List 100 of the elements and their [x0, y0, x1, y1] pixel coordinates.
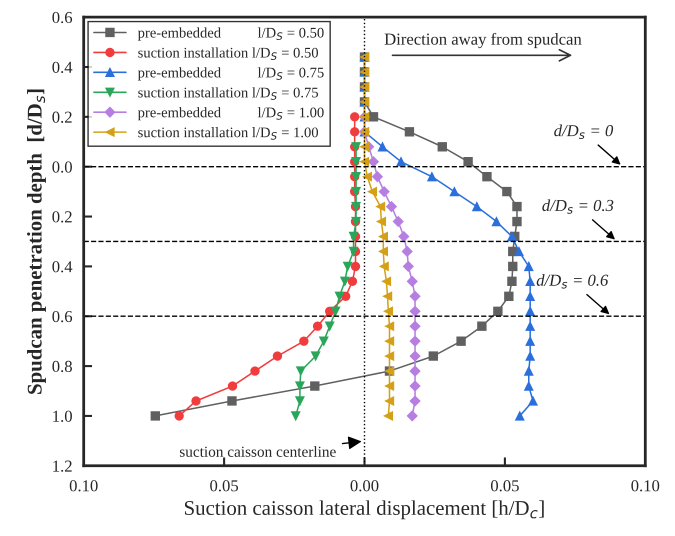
y-tick-label: 0.2 — [52, 112, 72, 123]
point — [228, 381, 238, 391]
point — [384, 306, 394, 316]
point — [340, 276, 350, 286]
point — [291, 411, 300, 421]
point — [368, 112, 378, 122]
point — [384, 351, 394, 361]
point — [350, 112, 360, 122]
point — [508, 262, 518, 272]
point — [410, 336, 420, 347]
point — [250, 366, 260, 376]
point — [227, 396, 237, 406]
point — [348, 276, 358, 286]
x-tick-label: 0.10 — [631, 480, 660, 492]
point — [525, 292, 535, 301]
point — [463, 157, 473, 166]
point — [493, 306, 503, 316]
point — [310, 351, 320, 361]
point — [504, 292, 514, 301]
point — [492, 216, 502, 226]
point — [330, 306, 340, 316]
point — [376, 202, 386, 212]
point — [514, 246, 524, 256]
point — [310, 381, 320, 391]
point — [512, 202, 522, 212]
point — [524, 366, 534, 376]
point — [382, 276, 392, 286]
point — [150, 411, 160, 421]
ref-line-label: d/D$_{s}$ = 0 — [554, 124, 614, 140]
point — [362, 172, 372, 182]
point — [477, 322, 487, 331]
x-tick-label: 0.05 — [210, 480, 238, 492]
point — [384, 336, 394, 346]
point — [299, 336, 309, 346]
point — [402, 260, 414, 272]
point — [368, 156, 379, 168]
point — [525, 336, 535, 346]
y-tick-label: 0.2 — [52, 211, 72, 223]
point — [378, 142, 388, 152]
legend-label: suction installation l/D$_{S}$ = 1.00 — [138, 127, 318, 140]
point — [406, 276, 418, 287]
point — [502, 186, 512, 196]
point — [296, 366, 306, 376]
x-tick-label: 0.10 — [70, 480, 98, 492]
y-tick-label: 0.8 — [52, 360, 72, 372]
y-tick-label: 0.6 — [52, 310, 72, 322]
point — [525, 306, 535, 316]
point — [406, 410, 418, 422]
point — [410, 380, 420, 392]
point — [295, 396, 305, 406]
point — [319, 336, 328, 346]
y-tick-label: 1.2 — [53, 460, 72, 472]
point — [368, 186, 378, 196]
point — [410, 396, 420, 406]
y-tick-label: 0.6 — [52, 12, 72, 24]
annotation: Direction away from spudcan — [384, 32, 582, 48]
point — [512, 216, 522, 226]
point — [376, 216, 386, 226]
point — [456, 336, 466, 346]
x-tick-label: 0.00 — [350, 480, 378, 492]
point — [528, 396, 538, 406]
point — [342, 262, 352, 272]
point — [428, 351, 438, 361]
point — [324, 322, 334, 331]
point — [482, 172, 492, 182]
point — [396, 157, 406, 166]
y-tick-label: 0.0 — [52, 161, 72, 173]
legend-label: suction installation l/D$_{S}$ = 0.75 — [138, 87, 318, 100]
point — [350, 262, 360, 272]
legend-label: pre-embedded l/D$_{S}$ = 0.75 — [138, 67, 324, 80]
point — [410, 290, 420, 302]
point — [372, 171, 383, 182]
ref-line-label: d/D$_{s}$ = 0.6 — [536, 274, 608, 289]
point — [360, 157, 370, 166]
point — [384, 381, 394, 391]
point — [404, 127, 414, 136]
point — [515, 411, 524, 421]
point — [379, 262, 389, 272]
legend-label: pre-embedded l/D$_{S}$ = 1.00 — [138, 107, 324, 120]
point — [438, 142, 447, 152]
point — [334, 292, 344, 301]
y-axis-title: Spudcan penetration depth [d/D$_{s}$] — [27, 90, 46, 394]
point — [384, 322, 394, 331]
ref-line-label: suction caisson centerline — [180, 446, 336, 457]
legend-label: pre-embedded l/D$_{S}$ = 0.50 — [138, 27, 324, 41]
point — [410, 306, 420, 317]
point — [174, 411, 184, 421]
point — [524, 381, 534, 391]
y-tick-label: 1.0 — [53, 410, 72, 422]
point — [524, 262, 534, 272]
point — [386, 201, 397, 212]
point — [525, 276, 535, 286]
point — [378, 246, 388, 256]
point — [312, 322, 322, 331]
point — [378, 186, 390, 198]
point — [384, 411, 394, 421]
x-tick-label: 0.05 — [490, 480, 519, 492]
ref-line-label: d/D$_{s}$ = 0.3 — [542, 199, 614, 214]
point — [398, 231, 410, 242]
point — [392, 216, 404, 227]
